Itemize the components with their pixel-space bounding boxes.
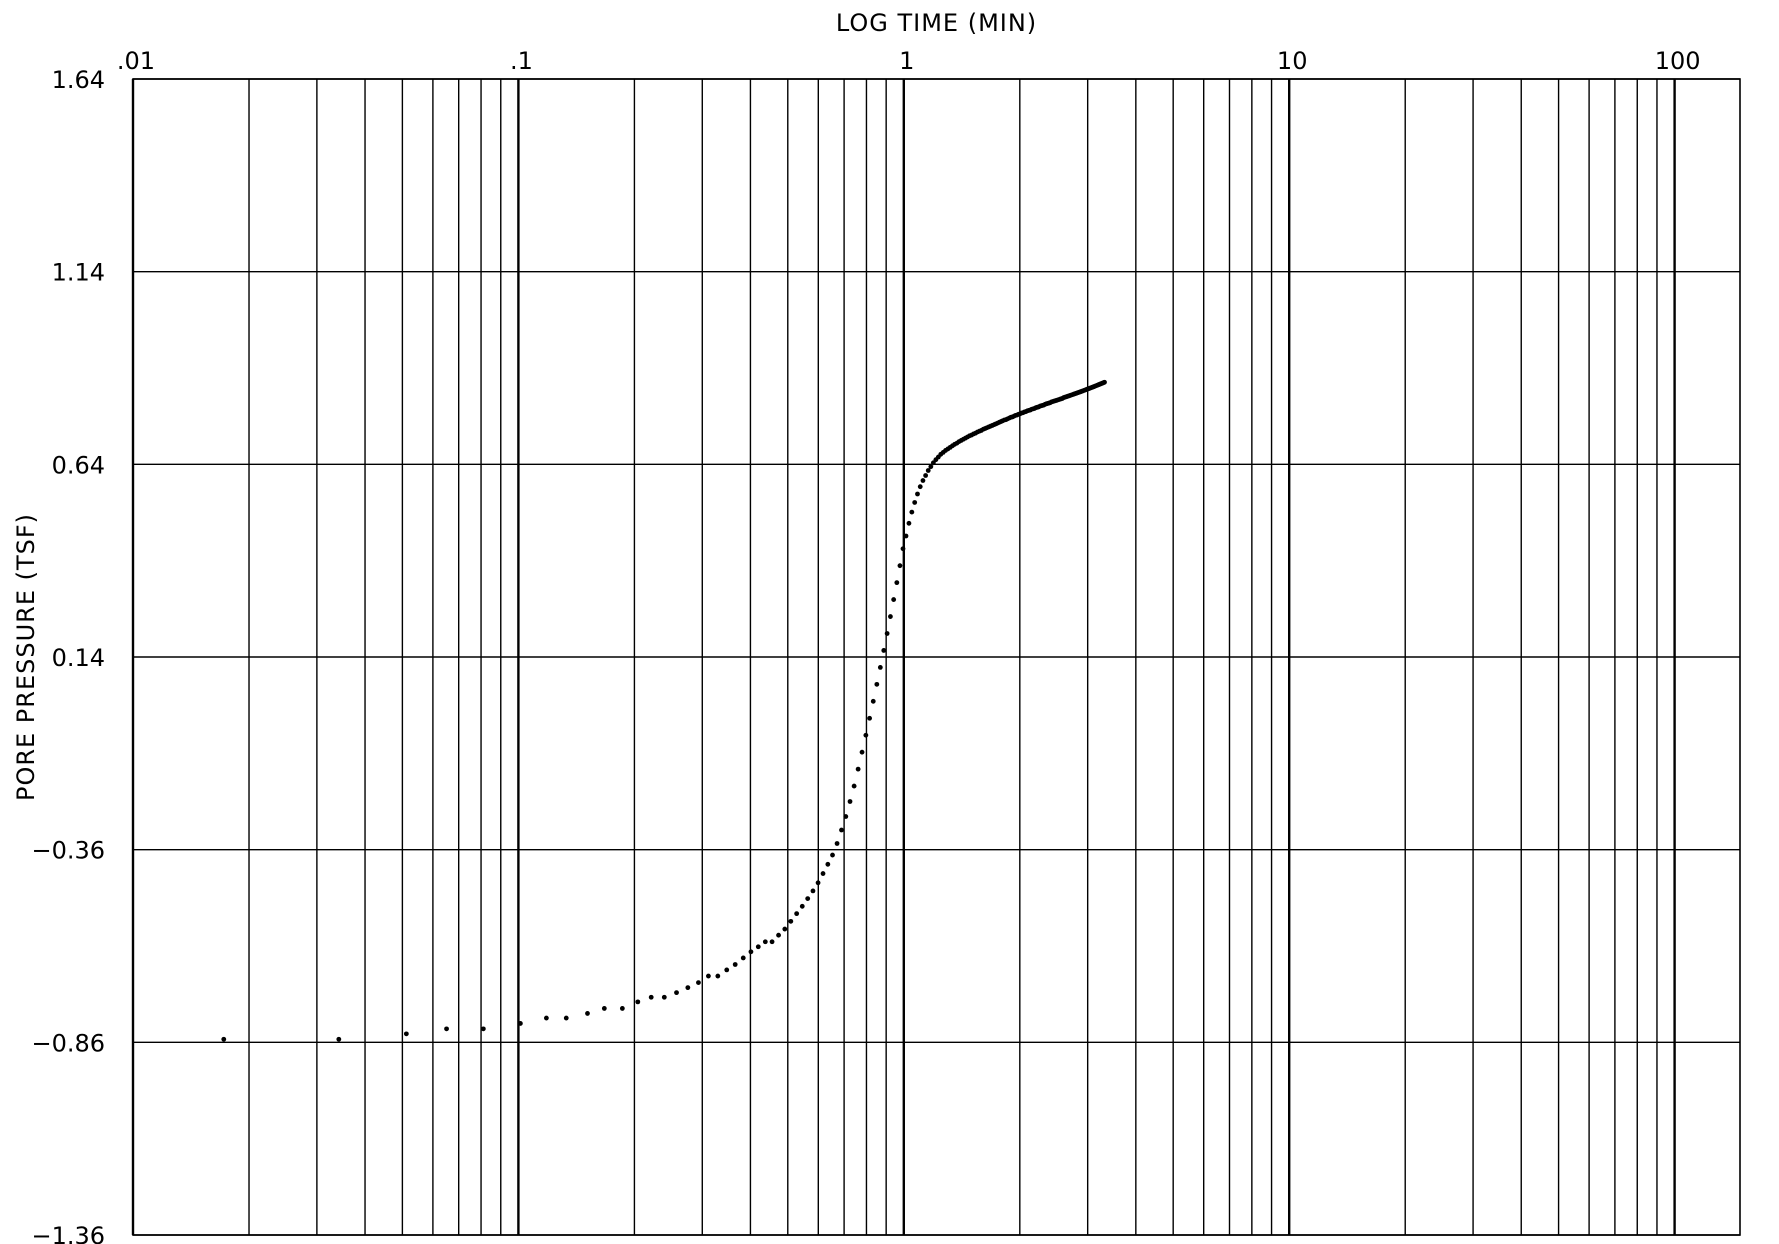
- data-point: [859, 749, 865, 755]
- data-point: [601, 1006, 607, 1011]
- data-point: [915, 491, 920, 497]
- data-point: [906, 520, 912, 526]
- data-point: [903, 533, 909, 539]
- data-point: [619, 1006, 625, 1011]
- data-point: [762, 939, 768, 945]
- x-tick-label: 10: [1277, 47, 1308, 75]
- data-point: [900, 546, 906, 552]
- data-point: [480, 1026, 486, 1032]
- data-point: [794, 911, 800, 917]
- data-point: [782, 926, 788, 932]
- data-point: [805, 896, 811, 902]
- data-point: [923, 473, 929, 478]
- data-point: [696, 980, 701, 986]
- data-point: [881, 648, 887, 653]
- data-point: [635, 999, 641, 1005]
- data-point: [799, 903, 805, 909]
- data-point: [870, 698, 876, 704]
- data-point: [897, 563, 903, 569]
- data-point: [839, 827, 844, 833]
- data-point: [336, 1036, 342, 1042]
- data-point: [825, 861, 831, 867]
- data-point: [685, 985, 691, 991]
- data-point: [851, 783, 857, 789]
- data-point: [732, 962, 738, 967]
- data-point: [517, 1021, 523, 1026]
- data-point: [874, 681, 880, 687]
- data-point: [820, 871, 826, 876]
- data-point: [877, 665, 883, 670]
- y-tick-label: 0.64: [52, 451, 105, 479]
- x-tick-label: 100: [1655, 47, 1701, 75]
- data-point: [563, 1015, 569, 1021]
- data-point: [788, 918, 794, 924]
- x-axis-tick-labels: .01 .1 1 10 100: [117, 47, 1701, 75]
- y-tick-label: −0.36: [31, 837, 105, 865]
- data-point: [888, 614, 893, 619]
- data-point: [543, 1015, 549, 1021]
- y-axis-tick-labels: 1.64 1.14 0.64 0.14 −0.36 −0.86 −1.36: [31, 66, 105, 1244]
- data-point: [855, 766, 861, 772]
- data-point: [912, 500, 918, 505]
- x-tick-label: .1: [510, 47, 533, 75]
- data-point: [648, 994, 654, 1000]
- plot-frame: [132, 78, 1741, 1236]
- data-point: [847, 799, 853, 804]
- data-point: [403, 1031, 409, 1037]
- y-tick-label: 0.14: [52, 644, 105, 672]
- data-point: [815, 880, 821, 886]
- data-point: [661, 994, 667, 1000]
- data-point: [830, 852, 835, 858]
- grid: [131, 78, 1740, 1236]
- y-tick-label: −0.86: [31, 1029, 105, 1057]
- x-tick-label: .01: [117, 47, 155, 75]
- data-point: [891, 597, 897, 602]
- data-point: [867, 715, 873, 721]
- data-point: [843, 814, 849, 819]
- data-point: [755, 944, 761, 950]
- data-point: [724, 967, 730, 973]
- data-point: [884, 631, 890, 636]
- data-point: [1102, 379, 1107, 385]
- y-axis-title: PORE PRESSURE (TSF): [12, 513, 40, 801]
- data-point: [740, 955, 746, 961]
- data-points: [221, 379, 1107, 1042]
- data-point: [925, 468, 931, 473]
- data-point: [585, 1011, 590, 1016]
- data-point: [674, 990, 679, 996]
- data-point: [221, 1036, 227, 1042]
- data-point: [810, 888, 816, 894]
- y-tick-label: −1.36: [31, 1222, 105, 1244]
- data-point: [748, 949, 754, 955]
- y-tick-label: 1.64: [52, 66, 105, 94]
- x-axis-title: LOG TIME (MIN): [836, 9, 1037, 37]
- data-point: [917, 484, 923, 490]
- data-point: [834, 841, 840, 846]
- data-point: [894, 580, 900, 586]
- data-point: [706, 973, 711, 979]
- data-point: [928, 464, 934, 470]
- x-tick-label: 1: [899, 47, 914, 75]
- data-point: [769, 939, 775, 945]
- data-point: [715, 973, 721, 979]
- data-point: [863, 732, 869, 738]
- data-point: [776, 932, 781, 938]
- data-point: [920, 478, 926, 483]
- data-point: [444, 1026, 449, 1032]
- data-point: [909, 509, 915, 515]
- y-tick-label: 1.14: [52, 259, 105, 287]
